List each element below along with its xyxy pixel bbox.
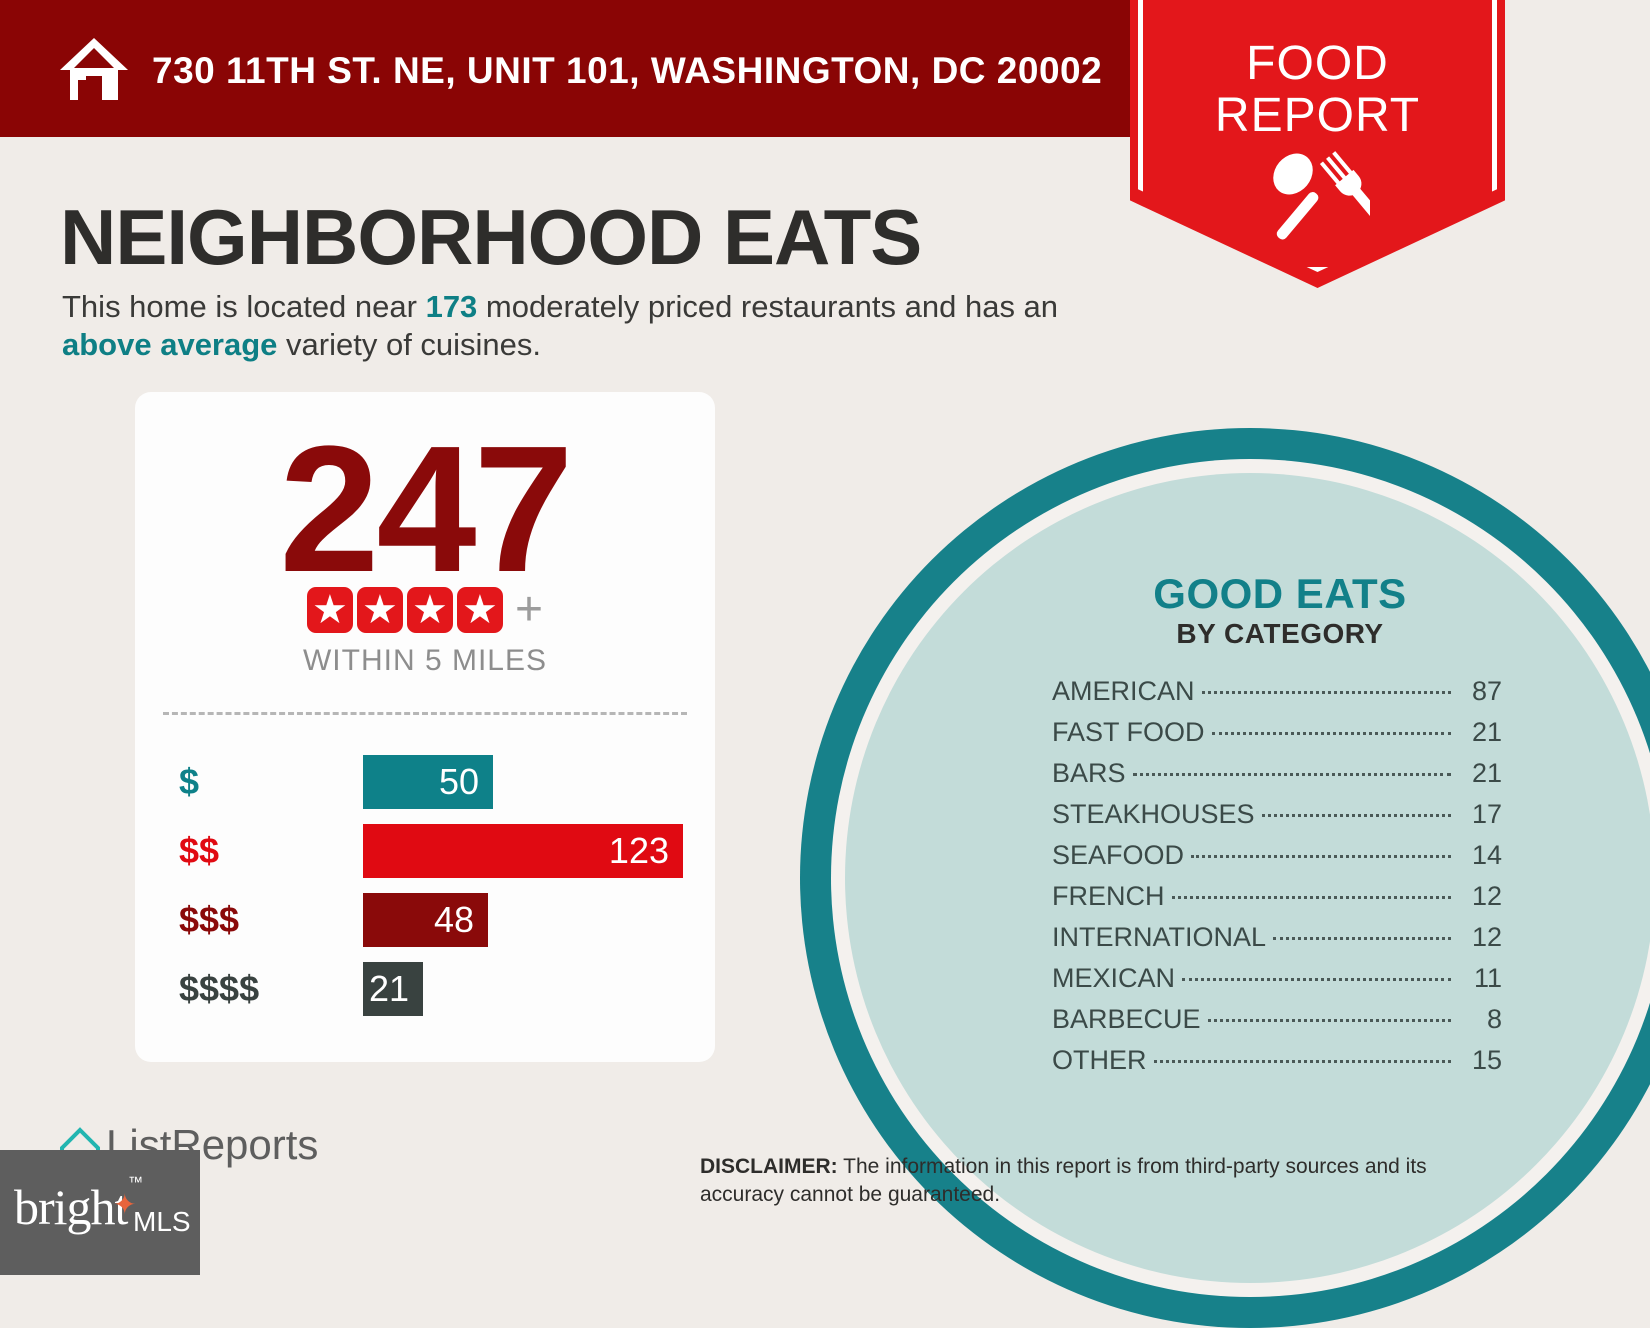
restaurant-count: 173: [425, 289, 478, 324]
category-row: OTHER 15: [1052, 1045, 1502, 1086]
star-rating: ★ ★ ★ ★ +: [135, 583, 715, 636]
category-name: MEXICAN: [1052, 963, 1176, 993]
subtitle: This home is located near 173 moderately…: [62, 288, 1102, 364]
category-row: AMERICAN 87: [1052, 676, 1502, 717]
house-icon: [60, 38, 128, 100]
card-divider: [163, 712, 687, 715]
badge-line-food: FOOD: [1246, 37, 1389, 90]
category-name: INTERNATIONAL: [1052, 922, 1267, 952]
price-range-row: $$$ 48: [163, 885, 723, 954]
header-bar: [0, 0, 1212, 137]
star-icon: ★: [406, 587, 453, 633]
category-row: BARS 21: [1052, 758, 1502, 799]
category-count: 11: [1473, 963, 1502, 993]
category-row: FAST FOOD 21: [1052, 717, 1502, 758]
bright-star-icon: ✦: [113, 1189, 137, 1220]
star-icon: ★: [356, 587, 403, 633]
category-count: 12: [1471, 922, 1502, 952]
category-name: BARS: [1052, 758, 1126, 788]
price-range-row: $$$$ 21: [163, 954, 723, 1023]
bright-mls-watermark: bright ✦ ™ MLS: [0, 1150, 200, 1275]
category-row: MEXICAN 11: [1052, 963, 1502, 1004]
price-range-label: $$$: [179, 898, 240, 940]
category-name: FAST FOOD: [1052, 717, 1205, 747]
price-range-chart: $50 $$ 123 $$$ 48 $$$$ 21: [163, 747, 723, 1023]
category-row: FRENCH 12: [1052, 881, 1502, 922]
category-dot-leader: [1182, 978, 1451, 981]
star-plus-icon: +: [514, 583, 544, 636]
good-eats-subtitle: BY CATEGORY: [1176, 618, 1384, 649]
subtitle-part1: This home is located near: [62, 289, 426, 324]
price-range-bar: 21: [363, 961, 423, 1016]
disclaimer-text: The information in this report is from t…: [700, 1155, 1427, 1207]
category-list: AMERICAN 87 FAST FOOD 21 BARS 21 STEAKHOUSES 17…: [1052, 676, 1502, 1086]
mls-wordmark: MLS: [133, 1206, 191, 1237]
disclaimer-label: DISCLAIMER:: [700, 1155, 838, 1178]
star-icon: ★: [306, 587, 353, 633]
star-glyph: ★: [312, 588, 348, 632]
trademark-icon: ™: [128, 1174, 143, 1191]
stats-card: 247 ★ ★ ★ ★ + WITHIN 5 MILES $50 $$ 123 $$$ 48 $$…: [135, 392, 715, 1062]
category-dot-leader: [1201, 691, 1451, 694]
category-count: 17: [1471, 799, 1502, 829]
badge-inner-border: [1138, 0, 1497, 272]
category-count: 21: [1471, 717, 1502, 747]
category-name: AMERICAN: [1052, 676, 1195, 706]
category-dot-leader: [1191, 855, 1451, 858]
category-name: OTHER: [1052, 1045, 1147, 1075]
property-address: 730 11TH ST. NE, UNIT 101, WASHINGTON, D…: [152, 50, 1103, 91]
category-count: 87: [1471, 676, 1502, 706]
within-radius-label: WITHIN 5 MILES: [302, 644, 548, 677]
category-dot-leader: [1153, 1060, 1451, 1063]
variety-rating: above average: [62, 326, 278, 362]
category-count: 21: [1471, 758, 1502, 788]
star-glyph: ★: [462, 588, 498, 632]
spoon-fork-icon: [1273, 151, 1370, 240]
category-row: INTERNATIONAL 12: [1052, 922, 1502, 963]
total-restaurant-count: 247: [279, 409, 573, 610]
category-dot-leader: [1207, 1019, 1451, 1022]
category-count: 15: [1471, 1045, 1502, 1075]
price-range-label: $$: [179, 829, 220, 871]
category-dot-leader: [1132, 773, 1451, 776]
category-dot-leader: [1211, 732, 1451, 735]
category-row: STEAKHOUSES 17: [1052, 799, 1502, 840]
badge-line-report: REPORT: [1214, 89, 1421, 142]
subtitle-part2: moderately priced restaurants and has an: [477, 289, 1059, 324]
price-range-label: $: [179, 760, 200, 802]
price-range-row: $50: [163, 747, 723, 816]
category-dot-leader: [1171, 896, 1451, 899]
teal-inner-disk: [845, 473, 1650, 1283]
price-range-label: $$$$: [179, 967, 260, 1009]
category-dot-leader: [1261, 814, 1451, 817]
star-glyph: ★: [362, 588, 398, 632]
star-glyph: ★: [412, 588, 448, 632]
category-count: 14: [1471, 840, 1502, 870]
page-title: NEIGHBORHOOD EATS: [60, 193, 922, 281]
category-row: BARBECUE 8: [1052, 1004, 1502, 1045]
category-name: STEAKHOUSES: [1052, 799, 1255, 829]
subtitle-part3: variety of cuisines.: [277, 326, 542, 362]
price-range-bar: 48: [363, 892, 488, 947]
category-dot-leader: [1273, 937, 1451, 940]
price-range-row: $$ 123: [163, 816, 723, 885]
price-range-bar: 123: [363, 823, 683, 878]
food-report-badge: FOOD REPORT: [1130, 0, 1505, 288]
category-name: FRENCH: [1052, 881, 1165, 911]
category-name: BARBECUE: [1052, 1004, 1201, 1034]
category-count: 12: [1471, 881, 1502, 911]
price-range-bar: 50: [363, 754, 493, 809]
star-icon: ★: [456, 587, 503, 633]
disclaimer: DISCLAIMER: The information in this repo…: [700, 1153, 1510, 1210]
bright-wordmark: bright: [14, 1179, 128, 1235]
category-row: SEAFOOD 14: [1052, 840, 1502, 881]
category-name: SEAFOOD: [1052, 840, 1185, 870]
category-count: 8: [1486, 1004, 1502, 1034]
good-eats-title: GOOD EATS: [1153, 570, 1407, 617]
